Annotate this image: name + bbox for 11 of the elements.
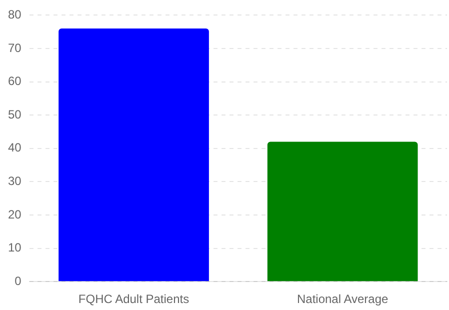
y-tick-label: 0 <box>14 274 22 288</box>
y-tick-label: 50 <box>8 107 22 122</box>
y-tick-label: 20 <box>8 207 22 222</box>
y-tick-label: 80 <box>8 8 22 22</box>
y-tick-label: 30 <box>8 174 22 188</box>
y-tick-label: 60 <box>8 74 22 88</box>
x-tick-label: FQHC Adult Patients <box>78 292 190 306</box>
y-tick-label: 70 <box>8 40 22 55</box>
y-tick-label: 40 <box>8 140 22 155</box>
y-tick-label: 10 <box>8 240 22 255</box>
x-tick-label: National Average <box>296 292 388 306</box>
